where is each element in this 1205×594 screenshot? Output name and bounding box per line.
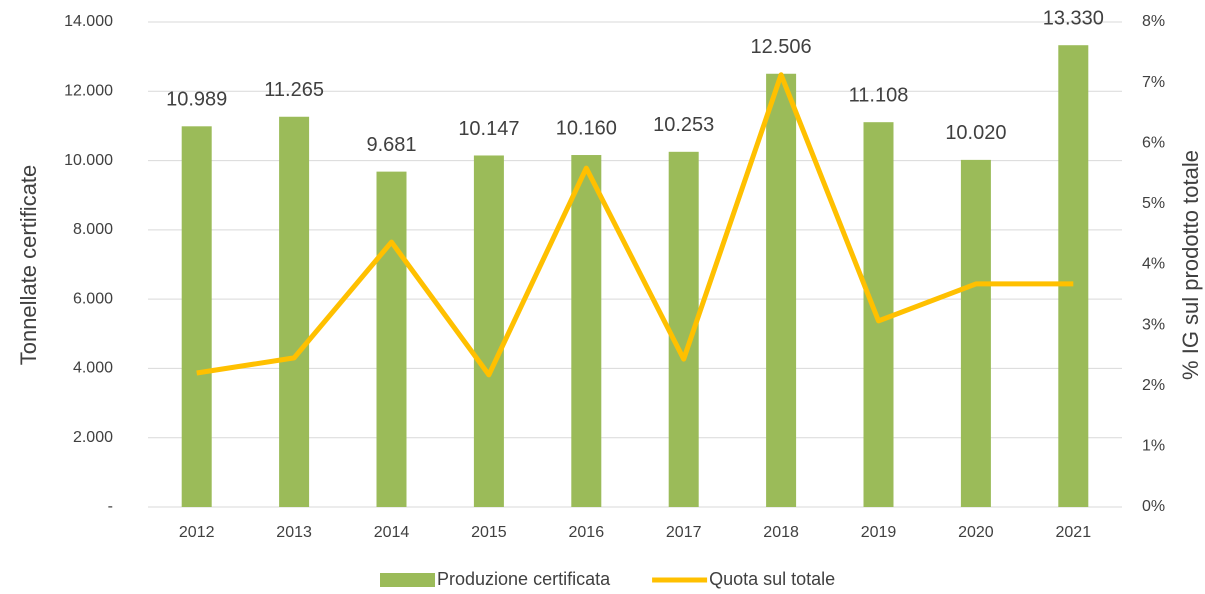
y-tick-label: 8.000	[73, 221, 113, 238]
data-label: 12.506	[751, 36, 812, 58]
x-tick-label: 2014	[374, 524, 410, 541]
bar	[279, 116, 310, 507]
y2-tick-label: 0%	[1142, 498, 1165, 515]
bar	[181, 126, 212, 508]
y2-tick-label: 8%	[1142, 13, 1165, 30]
x-tick-label: 2012	[179, 524, 215, 541]
y2-tick-label: 2%	[1142, 377, 1165, 394]
data-label: 11.108	[849, 84, 909, 106]
y2-tick-label: 7%	[1142, 74, 1165, 91]
x-tick-label: 2017	[666, 524, 702, 541]
bar	[766, 73, 797, 507]
legend-swatch	[380, 573, 435, 587]
legend-label: Quota sul totale	[709, 569, 835, 589]
y2-tick-label: 6%	[1142, 134, 1165, 151]
y2-tick-label: 5%	[1142, 195, 1165, 212]
line	[196, 72, 1074, 378]
y-tick-label: 14.000	[64, 13, 113, 30]
y-tick-label: 10.000	[64, 152, 113, 169]
x-tick-label: 2021	[1056, 524, 1092, 541]
y-axis-title: Tonnellate certificate	[16, 165, 41, 366]
bar	[571, 155, 602, 507]
y-tick-label: 4.000	[73, 360, 113, 377]
data-label: 10.020	[945, 122, 1006, 144]
bar	[1058, 45, 1089, 507]
legend-label: Produzione certificata	[437, 569, 611, 589]
data-label: 9.681	[366, 134, 416, 156]
data-label: 10.989	[166, 89, 227, 111]
data-label: 10.160	[556, 117, 617, 139]
bar	[960, 159, 991, 507]
y-tick-label: -	[108, 498, 113, 515]
data-label: 11.265	[264, 79, 324, 101]
y2-axis-title: % IG sul prodotto totale	[1178, 150, 1203, 380]
y2-tick-label: 1%	[1142, 438, 1165, 455]
x-tick-label: 2019	[861, 524, 897, 541]
y-tick-label: 2.000	[73, 429, 113, 446]
y2-tick-label: 4%	[1142, 256, 1165, 273]
bar	[376, 171, 407, 507]
x-tick-label: 2018	[763, 524, 799, 541]
x-tick-label: 2020	[958, 524, 994, 541]
bar	[473, 155, 504, 507]
x-tick-label: 2016	[569, 524, 605, 541]
data-label: 10.147	[458, 118, 519, 140]
y-tick-label: 12.000	[64, 83, 113, 100]
data-label: 13.330	[1043, 7, 1104, 29]
y2-tick-label: 3%	[1142, 316, 1165, 333]
x-tick-label: 2015	[471, 524, 507, 541]
x-tick-label: 2013	[276, 524, 312, 541]
data-label: 10.253	[653, 114, 714, 136]
y-tick-label: 6.000	[73, 290, 113, 307]
